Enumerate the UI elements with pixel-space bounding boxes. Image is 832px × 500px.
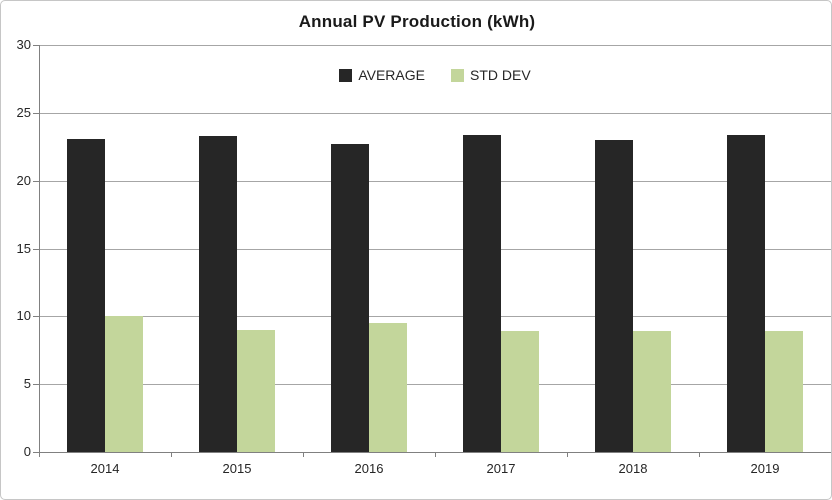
y-axis-label-10: 10: [16, 308, 31, 324]
y-tick-20: [33, 180, 39, 182]
y-tick-0: [33, 452, 39, 453]
x-tick-3: [435, 452, 436, 457]
gridline-10: [39, 316, 831, 318]
bar-std-dev-2017: [501, 331, 539, 452]
bar-std-dev-2018: [633, 331, 671, 452]
gridline-15: [39, 248, 831, 250]
bar-std-dev-2019: [765, 331, 803, 452]
gridline-25: [39, 112, 831, 114]
bar-std-dev-2015: [237, 329, 275, 452]
bar-average-2016: [331, 144, 369, 452]
bar-std-dev-2016: [369, 323, 407, 452]
legend-marker-icon: [339, 68, 353, 82]
legend-label: AVERAGE: [358, 67, 425, 83]
gridline-5: [39, 384, 831, 386]
y-axis-label-15: 15: [16, 240, 31, 256]
legend-item-average: AVERAGE: [339, 67, 425, 83]
y-tick-10: [33, 316, 39, 318]
y-axis-label-5: 5: [23, 376, 31, 392]
legend-label: STD DEV: [469, 67, 531, 83]
bar-average-2018: [595, 139, 633, 452]
y-tick-5: [33, 384, 39, 386]
x-tick-0: [39, 452, 40, 457]
bar-average-2017: [463, 134, 501, 452]
y-axis-label-30: 30: [16, 37, 31, 52]
legend-marker-icon: [450, 68, 464, 82]
legend-item-std-dev: STD DEV: [450, 67, 531, 83]
bar-average-2015: [199, 135, 237, 452]
bar-std-dev-2014: [105, 316, 143, 452]
legend: AVERAGE STD DEV: [39, 67, 831, 83]
x-tick-2: [303, 452, 304, 457]
x-axis-label-2015: 2015: [222, 461, 252, 476]
x-tick-1: [171, 452, 172, 457]
x-axis-label-2014: 2014: [90, 461, 120, 476]
x-tick-4: [567, 452, 568, 457]
x-axis-label-2017: 2017: [486, 461, 516, 476]
y-axis-label-25: 25: [16, 104, 31, 120]
y-tick-25: [33, 112, 39, 114]
y-axis-label-0: 0: [23, 444, 31, 459]
y-axis-label-20: 20: [16, 172, 31, 188]
bar-average-2019: [727, 134, 765, 452]
y-axis: [39, 45, 40, 453]
x-axis-label-2018: 2018: [618, 461, 648, 476]
bar-average-2014: [67, 138, 105, 452]
gridline-30: [39, 45, 831, 46]
gridline-20: [39, 180, 831, 182]
chart-title: Annual PV Production (kWh): [298, 12, 536, 31]
y-tick-30: [33, 45, 39, 46]
x-axis-label-2016: 2016: [354, 461, 384, 476]
x-axis-label-2019: 2019: [750, 461, 780, 476]
x-tick-5: [699, 452, 700, 457]
y-tick-15: [33, 248, 39, 250]
